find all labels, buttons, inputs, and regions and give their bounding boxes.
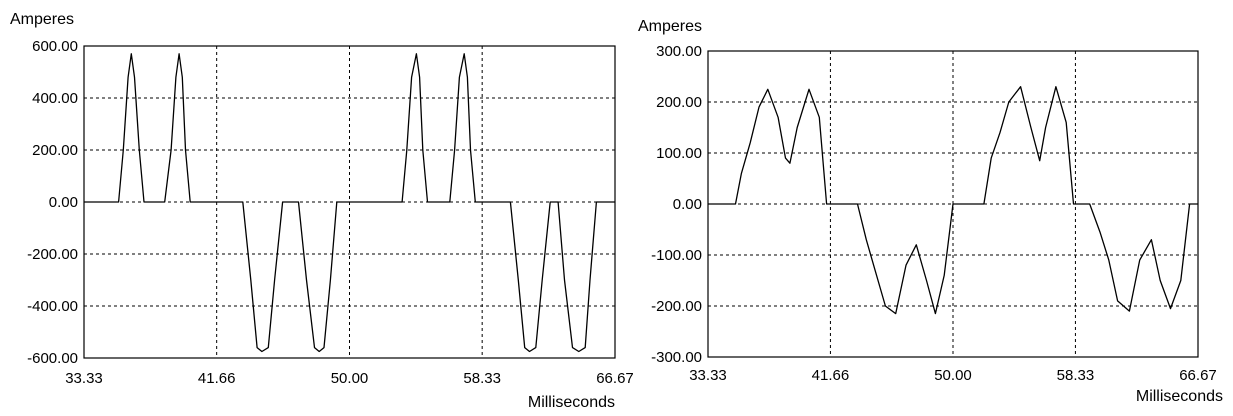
y-axis-title: Amperes [10,11,74,28]
x-tick-label: 66.67 [596,370,634,387]
y-tick-label: 0.00 [49,194,78,211]
y-tick-label: 100.00 [656,145,702,162]
x-tick-label: 50.00 [331,370,369,387]
x-tick-label: 41.66 [198,370,236,387]
y-tick-label: -200.00 [27,246,78,263]
x-tick-label: 33.33 [689,367,727,384]
series-line [708,86,1198,315]
series-line [84,53,615,353]
chart-left: Amperes Milliseconds 600.00 400.00 200.00 0… [10,11,634,411]
y-axis-title: Amperes [638,18,702,35]
y-tick-label: -300.00 [651,349,702,366]
x-tick-label: 58.33 [1057,367,1095,384]
x-tick-label: 66.67 [1179,367,1217,384]
y-tick-label: 200.00 [32,142,78,159]
y-tick-label: -100.00 [651,247,702,264]
y-tick-label: 600.00 [32,38,78,55]
y-tick-label: 300.00 [656,43,702,60]
x-tick-label: 41.66 [812,367,850,384]
y-tick-label: 400.00 [32,90,78,107]
x-tick-label: 50.00 [934,367,972,384]
y-tick-label: -200.00 [651,298,702,315]
y-tick-label: 200.00 [656,94,702,111]
x-axis-title: Milliseconds [528,394,615,411]
x-tick-label: 33.33 [65,370,103,387]
y-tick-label: 0.00 [673,196,702,213]
x-tick-label: 58.33 [463,370,501,387]
y-tick-label: -600.00 [27,350,78,367]
x-axis-title: Milliseconds [1136,388,1223,405]
chart-right: Amperes Milliseconds 300.00 200.00 100.00 0… [638,18,1223,405]
y-tick-label: -400.00 [27,298,78,315]
